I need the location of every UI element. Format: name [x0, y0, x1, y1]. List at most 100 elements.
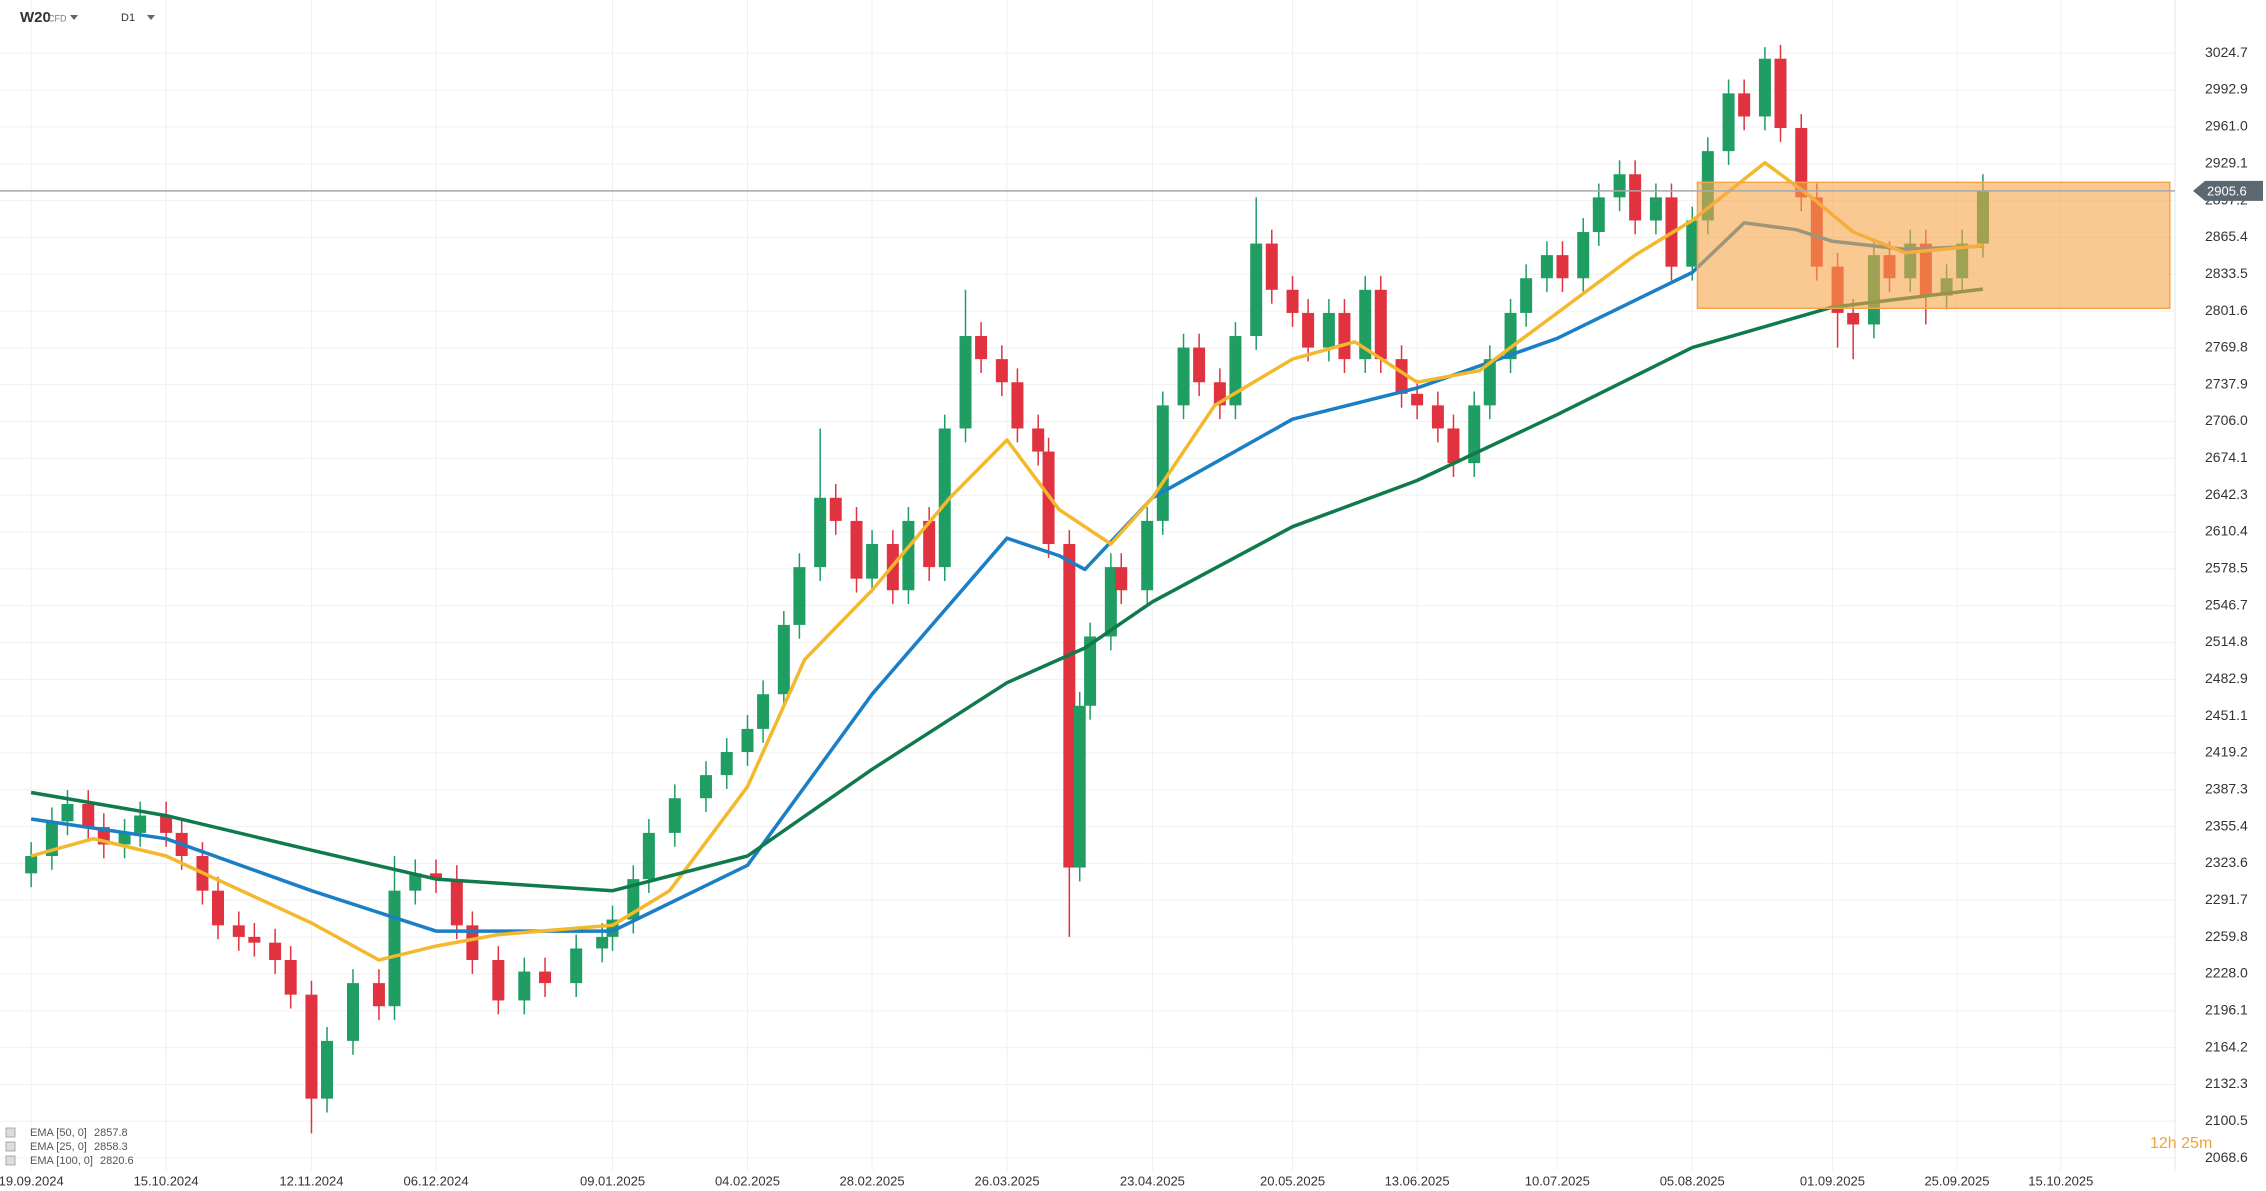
candle-body	[699, 775, 712, 799]
candle-body	[1073, 705, 1086, 868]
y-tick-label: 2546.7	[2205, 596, 2248, 612]
candle-body	[1556, 255, 1569, 279]
y-tick-label: 2961.0	[2205, 118, 2248, 134]
instrument-type: CFD	[48, 13, 67, 23]
candle-body	[1504, 312, 1517, 360]
candle-body	[777, 624, 790, 695]
candle-body	[1629, 174, 1642, 221]
candle-body	[1774, 58, 1787, 129]
candle-body	[829, 497, 842, 521]
y-tick-label: 2323.6	[2205, 854, 2248, 870]
candle-body	[1302, 312, 1315, 348]
legend-icon	[5, 1141, 16, 1152]
candle-body	[346, 983, 359, 1041]
candle-body	[668, 798, 681, 833]
candle-body	[1649, 197, 1662, 221]
x-tick-label: 13.06.2025	[1385, 1173, 1450, 1188]
candle-body	[1483, 359, 1496, 406]
candle-body	[923, 520, 936, 568]
candle-body	[160, 815, 173, 833]
legend-value: 2857.8	[94, 1127, 128, 1139]
candle-body	[305, 994, 318, 1099]
candle-body	[642, 832, 655, 880]
candle-body	[959, 336, 972, 429]
legend-label: EMA [50, 0]	[30, 1127, 87, 1139]
legend-value: 2820.6	[100, 1155, 134, 1167]
candle-body	[1250, 243, 1263, 337]
y-tick-label: 2196.1	[2205, 1001, 2248, 1017]
candle-body	[902, 520, 915, 591]
candle-body	[757, 694, 770, 729]
legend-value: 2858.3	[94, 1141, 128, 1153]
candle-body	[45, 821, 58, 857]
candle-body	[1338, 312, 1351, 360]
candle-body	[1540, 255, 1553, 279]
x-tick-label: 09.01.2025	[580, 1173, 645, 1188]
candle-body	[793, 567, 806, 625]
candle-body	[850, 520, 863, 579]
candle-body	[1104, 567, 1117, 637]
y-tick-label: 2132.3	[2205, 1075, 2248, 1091]
y-tick-label: 2419.2	[2205, 744, 2248, 760]
candle-body	[1265, 243, 1278, 290]
candle-body	[1141, 520, 1154, 591]
x-tick-label: 19.09.2024	[0, 1173, 64, 1188]
candle-body	[1411, 393, 1424, 406]
y-tick-label: 2992.9	[2205, 81, 2248, 97]
candle-body	[1592, 197, 1605, 233]
candle-body	[1738, 93, 1751, 117]
candle-body	[596, 936, 609, 949]
x-tick-label: 10.07.2025	[1525, 1173, 1590, 1188]
y-tick-label: 2259.8	[2205, 928, 2248, 944]
x-tick-label: 05.08.2025	[1660, 1173, 1725, 1188]
candle-body	[539, 971, 552, 984]
candle-body	[570, 948, 583, 984]
y-tick-label: 2706.0	[2205, 412, 2248, 428]
y-tick-label: 2451.1	[2205, 707, 2248, 723]
candle-body	[372, 983, 385, 1007]
dropdown-arrow[interactable]	[147, 15, 155, 20]
timeframe[interactable]: D1	[121, 12, 135, 24]
y-tick-label: 2355.4	[2205, 817, 2248, 833]
candle-body	[450, 879, 463, 926]
x-tick-label: 01.09.2025	[1800, 1173, 1865, 1188]
candle-body	[1229, 336, 1242, 406]
y-tick-label: 2833.5	[2205, 265, 2248, 281]
price-label: 2905.6	[2207, 183, 2247, 198]
candle-body	[1322, 312, 1335, 348]
candle-body	[995, 359, 1008, 383]
candle-body	[492, 960, 505, 1001]
y-tick-label: 2737.9	[2205, 375, 2248, 391]
candle-body	[975, 336, 988, 360]
y-tick-label: 2610.4	[2205, 523, 2248, 539]
candle-body	[720, 752, 733, 776]
candle-body	[388, 890, 401, 1007]
symbol[interactable]: W20	[20, 9, 51, 26]
y-tick-label: 2387.3	[2205, 780, 2248, 796]
candle-body	[430, 873, 443, 880]
candle-body	[1286, 289, 1299, 313]
y-tick-label: 2100.5	[2205, 1112, 2248, 1128]
legend-icon	[5, 1155, 16, 1166]
dropdown-arrow[interactable]	[70, 15, 78, 20]
y-tick-label: 2769.8	[2205, 339, 2248, 355]
candle-body	[409, 873, 422, 891]
candle-body	[518, 971, 531, 1001]
legend-label: EMA [100, 0]	[30, 1155, 93, 1167]
candle-body	[134, 815, 147, 833]
candle-body	[82, 804, 95, 828]
y-tick-label: 2164.2	[2205, 1038, 2248, 1054]
y-tick-label: 2068.6	[2205, 1149, 2248, 1165]
candle-body	[1520, 278, 1533, 313]
x-tick-label: 28.02.2025	[840, 1173, 905, 1188]
x-tick-label: 15.10.2025	[2028, 1173, 2093, 1188]
y-tick-label: 2228.0	[2205, 965, 2248, 981]
candle-body	[1374, 289, 1387, 360]
candle-body	[466, 925, 479, 961]
candle-body	[1758, 58, 1771, 117]
candle-body	[1032, 428, 1045, 452]
x-tick-label: 26.03.2025	[975, 1173, 1040, 1188]
countdown: 12h 25m	[2150, 1135, 2212, 1152]
y-tick-label: 2482.9	[2205, 670, 2248, 686]
